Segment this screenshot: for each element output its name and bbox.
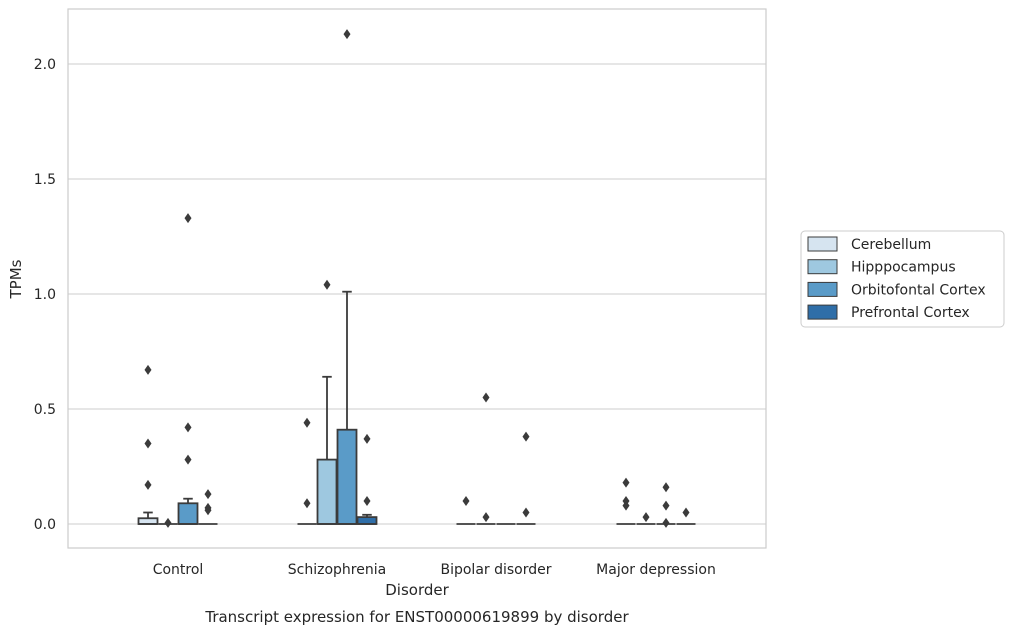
outlier-point — [343, 29, 351, 40]
y-tick-label: 1.0 — [34, 287, 56, 303]
box-group — [297, 417, 317, 525]
legend-swatch — [807, 236, 838, 252]
outlier-point — [303, 417, 311, 428]
box — [356, 516, 378, 525]
box-group — [336, 29, 358, 525]
box — [336, 428, 358, 525]
outlier-point — [363, 433, 371, 444]
y-axis-label: TPMs — [7, 259, 25, 299]
box-group — [316, 279, 338, 525]
y-tick-labels: 0.0 0.5 1.0 1.5 2.0 — [34, 57, 56, 533]
outlier-point — [622, 500, 630, 511]
y-tick-label: 0.0 — [34, 517, 56, 533]
box-group — [616, 477, 636, 525]
x-tick-label: Major depression — [596, 562, 716, 578]
legend-label: Prefrontal Cortex — [851, 305, 970, 321]
outlier-point — [144, 364, 152, 375]
box — [177, 502, 199, 525]
x-tick-label: Schizophrenia — [288, 562, 386, 578]
outlier-point — [204, 489, 212, 500]
outlier-point — [363, 496, 371, 506]
box-group — [476, 392, 496, 525]
outlier-point — [462, 496, 470, 506]
box-group — [656, 482, 676, 528]
outlier-point — [184, 454, 192, 465]
box-group — [516, 431, 536, 525]
box-group — [356, 433, 378, 525]
y-tick-label: 1.5 — [34, 172, 56, 188]
outlier-point — [682, 507, 690, 518]
x-tick-label: Control — [153, 562, 204, 578]
legend-swatch — [807, 304, 838, 320]
box-group — [456, 496, 476, 525]
box — [316, 458, 338, 525]
outlier-point — [164, 517, 172, 528]
x-tick-label: Bipolar disorder — [440, 562, 551, 578]
boxes — [137, 29, 696, 528]
box-group — [177, 213, 199, 525]
outlier-point — [482, 392, 490, 403]
gridlines — [68, 63, 766, 525]
box-group — [137, 364, 159, 525]
outlier-point — [323, 279, 331, 290]
outlier-point — [303, 498, 311, 509]
outlier-point — [622, 477, 630, 488]
box-group — [158, 517, 178, 528]
outlier-point — [522, 507, 530, 518]
outlier-point — [144, 479, 152, 490]
box-group — [636, 512, 656, 525]
outlier-point — [522, 431, 530, 442]
legend-label: Cerebellum — [851, 237, 931, 253]
box-group — [676, 507, 696, 525]
y-tick-label: 2.0 — [34, 57, 56, 73]
legend-frame — [800, 230, 1005, 328]
legend-label: Hipppocampus — [851, 260, 956, 276]
outlier-point — [642, 512, 650, 523]
outlier-point — [482, 512, 490, 523]
chart-title: Transcript expression for ENST0000061989… — [204, 608, 629, 626]
outlier-point — [184, 422, 192, 433]
plot-area-frame — [67, 8, 767, 549]
outlier-point — [204, 505, 212, 516]
legend: Cerebellum Hipppocampus Orbitofontal Corte… — [800, 230, 1005, 328]
legend-label: Orbitofontal Cortex — [851, 282, 986, 298]
x-axis-label: Disorder — [385, 581, 449, 599]
y-tick-label: 0.5 — [34, 402, 56, 418]
outlier-point — [662, 517, 670, 528]
outlier-point — [662, 500, 670, 511]
outlier-point — [184, 213, 192, 224]
x-tick-labels: Control Schizophrenia Bipolar disorder Majo… — [153, 562, 716, 578]
outlier-point — [662, 482, 670, 493]
outlier-point — [144, 438, 152, 449]
box-group — [198, 489, 218, 525]
legend-swatch — [807, 281, 838, 297]
legend-swatch — [807, 259, 838, 275]
